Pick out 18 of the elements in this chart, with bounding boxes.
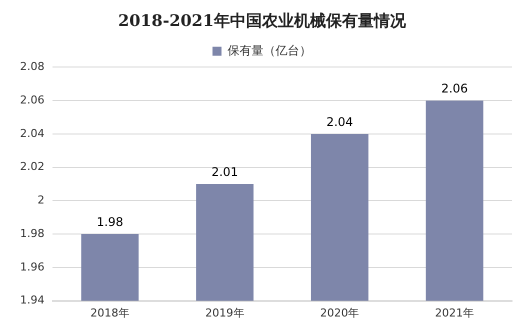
x-tick-label: 2021年 [435,306,474,320]
y-tick-label: 1.98 [20,226,44,240]
x-tick-label: 2019年 [205,306,244,320]
chart-title: 2018-2021年中国农业机械保有量情况 [118,10,407,30]
data-label: 2.06 [441,82,468,96]
data-label: 2.04 [326,115,354,130]
y-tick-label: 1.96 [20,260,44,274]
y-tick-label: 1.94 [20,294,44,307]
legend-label: 保有量（亿台） [228,43,312,58]
data-label: 1.98 [96,215,124,230]
x-tick-label: 2018年 [90,306,130,320]
y-tick-label: 2.04 [20,126,44,140]
y-tick-label: 2.08 [20,60,44,74]
data-label: 2.01 [211,165,238,180]
y-tick-label: 2.02 [20,160,44,174]
y-tick-label: 2.06 [20,93,44,106]
y-tick-label: 2 [37,194,44,207]
x-tick-label: 2020年 [320,306,360,320]
